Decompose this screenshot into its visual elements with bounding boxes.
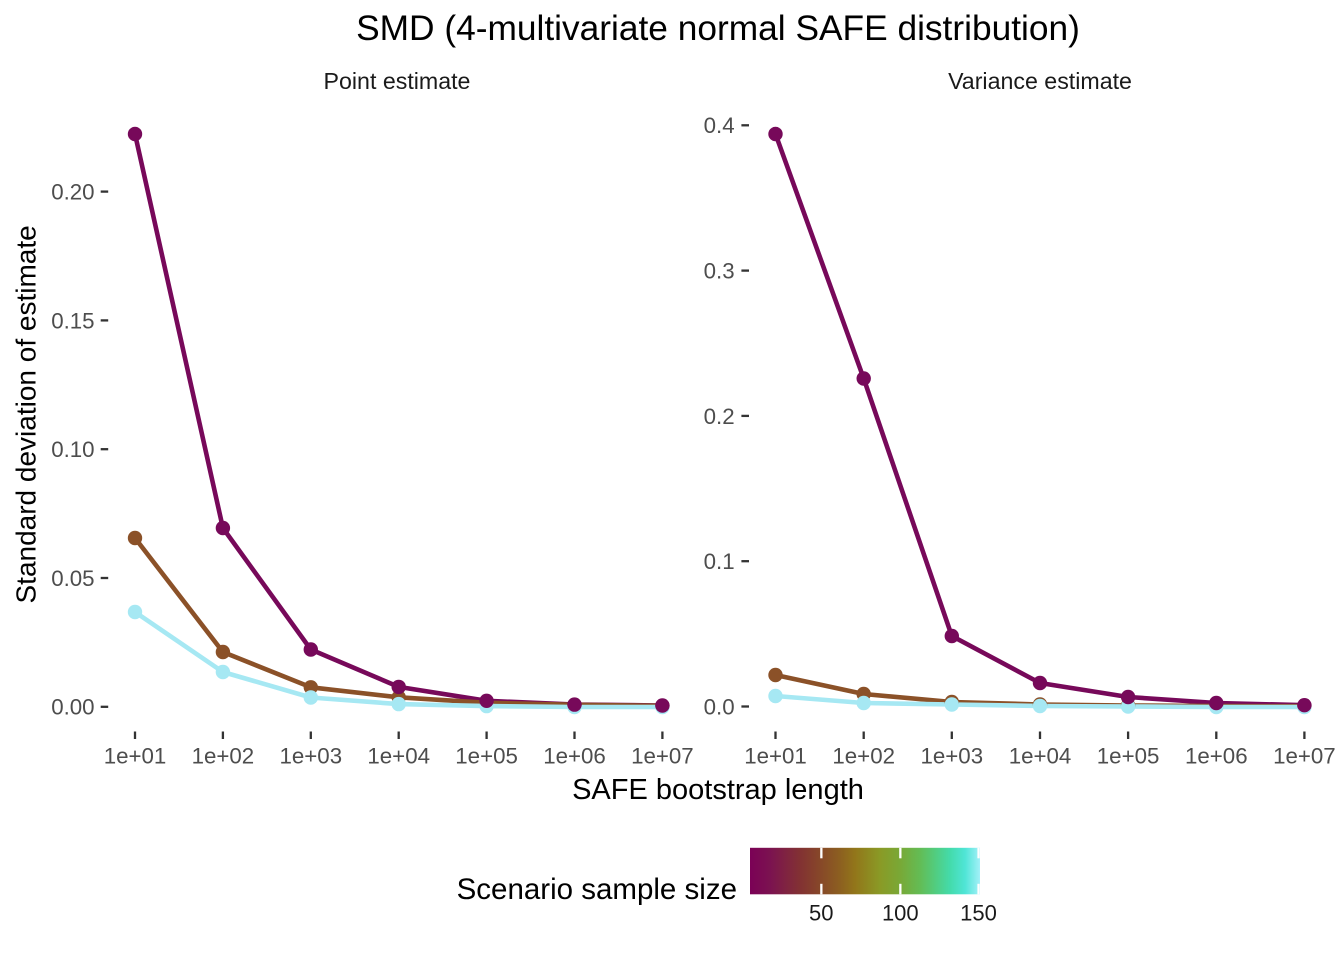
svg-text:0.3: 0.3 (704, 259, 735, 284)
svg-text:1e+01: 1e+01 (104, 744, 167, 769)
svg-text:Point estimate: Point estimate (324, 68, 471, 94)
svg-text:0.10: 0.10 (51, 437, 94, 462)
svg-text:50: 50 (809, 901, 833, 926)
svg-text:100: 100 (882, 901, 919, 926)
svg-text:0.15: 0.15 (51, 308, 94, 333)
svg-text:0.1: 0.1 (704, 549, 735, 574)
svg-text:0.2: 0.2 (704, 404, 735, 429)
svg-text:1e+06: 1e+06 (543, 744, 606, 769)
svg-text:1e+04: 1e+04 (1009, 744, 1072, 769)
svg-text:0.20: 0.20 (51, 180, 94, 205)
svg-text:1e+01: 1e+01 (744, 744, 807, 769)
svg-text:Standard deviation of estimate: Standard deviation of estimate (10, 225, 41, 603)
svg-text:1e+05: 1e+05 (455, 744, 518, 769)
svg-text:0.0: 0.0 (704, 694, 735, 719)
svg-text:1e+03: 1e+03 (920, 744, 983, 769)
svg-text:1e+06: 1e+06 (1185, 744, 1248, 769)
svg-text:1e+05: 1e+05 (1097, 744, 1160, 769)
svg-text:1e+03: 1e+03 (279, 744, 342, 769)
svg-text:SAFE bootstrap length: SAFE bootstrap length (572, 774, 864, 806)
svg-text:0.05: 0.05 (51, 566, 94, 591)
svg-text:1e+07: 1e+07 (1273, 744, 1336, 769)
svg-text:1e+07: 1e+07 (631, 744, 694, 769)
svg-text:1e+02: 1e+02 (192, 744, 255, 769)
svg-text:1e+02: 1e+02 (832, 744, 895, 769)
svg-text:1e+04: 1e+04 (367, 744, 430, 769)
svg-text:SMD (4-multivariate normal SAF: SMD (4-multivariate normal SAFE distribu… (356, 9, 1080, 48)
svg-text:Variance estimate: Variance estimate (948, 68, 1132, 94)
svg-text:150: 150 (960, 901, 997, 926)
svg-text:Scenario sample size: Scenario sample size (457, 873, 737, 906)
svg-text:0.4: 0.4 (704, 113, 735, 138)
svg-text:0.00: 0.00 (51, 695, 94, 720)
